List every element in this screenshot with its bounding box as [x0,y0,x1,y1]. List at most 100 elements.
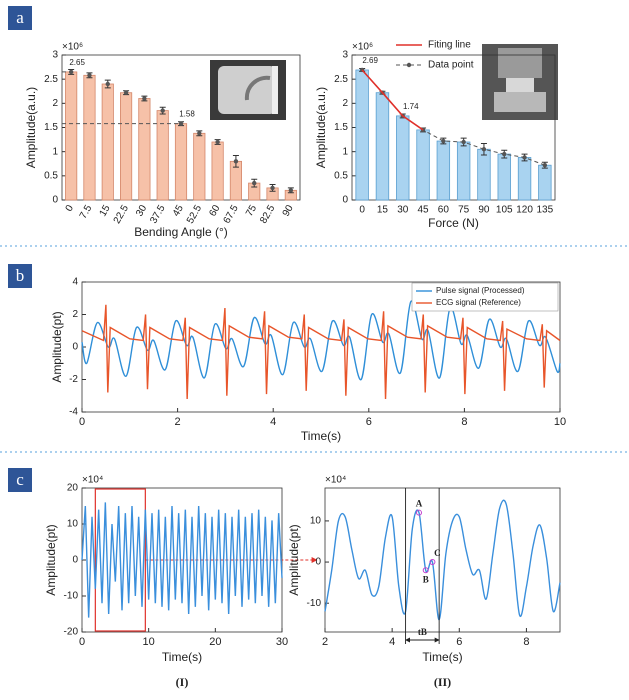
y-tick-label: 1 [342,146,348,157]
x-tick-label: 0 [79,636,85,648]
y-tick-label: -10 [307,598,322,609]
x-tick-label: 0 [64,203,77,214]
legend-label: ECG signal (Reference) [436,298,521,307]
y-multiplier: ×10⁴ [82,475,103,486]
y-tick-label: -10 [64,591,79,602]
panel-label: c [16,470,24,489]
y-tick-label: 20 [67,483,79,494]
panel-badge [8,468,32,492]
x-tick-label: 10 [143,636,155,648]
y-tick-label: -4 [69,407,78,418]
data-point [142,96,147,101]
x-tick-label: 60 [438,205,450,216]
y-tick-label: 1 [52,146,58,157]
x-tick-label: 20 [209,636,221,648]
bar [101,83,114,201]
x-axis-label: Force (N) [428,216,479,230]
sub-label: (I) [176,675,189,689]
x-tick-label: 15 [377,205,389,216]
y-tick-label: 2 [342,98,348,109]
x-tick-label: 4 [270,416,276,428]
y-axis-label: Amplitude(pt) [287,524,301,595]
annotation-label: B [423,574,429,584]
bar [120,92,133,201]
y-tick-label: 2.5 [44,74,58,85]
y-tick-label: 0 [72,342,78,353]
y-tick-label: 2 [52,98,58,109]
y-tick-label: 2.5 [334,74,348,85]
x-tick-label: 15 [98,203,113,219]
bar [375,92,390,201]
x-tick-label: 45 [171,203,186,219]
y-tick-label: 0 [315,557,321,568]
data-point [441,138,446,144]
data-point [233,159,239,164]
bar [497,153,511,201]
fit-line [361,69,424,131]
x-axis-label: Time(s) [162,650,202,664]
y-tick-label: 0.5 [44,170,58,181]
legend-swatch [406,62,412,68]
x-tick-label: 0 [79,416,85,428]
bar [174,123,188,201]
annotation-point [422,567,429,574]
legend-label: Data point [428,60,474,71]
bar [355,69,369,201]
y-tick-label: -2 [69,374,78,385]
y-axis-label: Amplitude(pt) [50,311,64,382]
x-axis-label: Time(s) [422,650,462,664]
x-tick-label: 2 [322,636,328,648]
interval-label: tB [418,627,427,637]
data-point [87,73,92,78]
x-tick-label: 22.5 [112,203,131,226]
data-point [270,185,275,191]
y-tick-label: 1.5 [334,122,348,133]
bar [211,141,224,201]
legend-box [411,282,559,312]
value-label: 2.69 [362,56,378,65]
inset-photo [210,60,286,120]
panel-badge [8,6,32,30]
data-point [542,163,548,168]
series-line [81,502,283,618]
y-multiplier: ×10⁶ [62,42,83,53]
series-line [324,499,561,621]
x-tick-label: 10 [554,416,566,428]
value-label: 1.58 [179,110,195,119]
y-tick-label: 0.5 [334,170,348,181]
x-tick-label: 8 [523,636,529,648]
bar [477,148,491,201]
y-axis-label: Amplitude(a.u.) [314,87,328,168]
annotation-point [416,509,422,516]
data-point [123,90,129,95]
y-tick-label: 1.5 [44,122,58,133]
x-tick-label: 67.5 [222,203,241,226]
x-tick-label: 7.5 [78,203,95,221]
y-tick-label: 4 [72,277,78,288]
y-tick-label: 0 [342,195,348,206]
x-tick-label: 105 [496,205,513,216]
y-tick-label: 2 [72,309,78,320]
annotation-point [429,559,436,566]
data-point [215,139,220,145]
x-tick-label: 4 [389,636,395,648]
x-tick-label: 52.5 [185,203,204,226]
x-tick-label: 45 [417,205,429,216]
y-tick-label: 3 [52,50,58,61]
x-tick-label: 2 [175,416,181,428]
data-point [160,108,165,113]
x-tick-label: 90 [281,203,296,219]
y-multiplier: ×10⁶ [352,42,373,53]
x-tick-label: 0 [359,205,365,216]
bar [138,98,151,201]
annotation-label: C [434,548,441,558]
x-tick-label: 8 [461,416,467,428]
data-point [197,131,202,136]
x-tick-label: 75 [244,203,259,219]
legend-label: Pulse signal (Processed) [436,286,525,295]
bar [436,140,451,201]
series-line [81,304,561,400]
x-tick-label: 30 [134,203,149,219]
x-tick-label: 6 [366,416,372,428]
